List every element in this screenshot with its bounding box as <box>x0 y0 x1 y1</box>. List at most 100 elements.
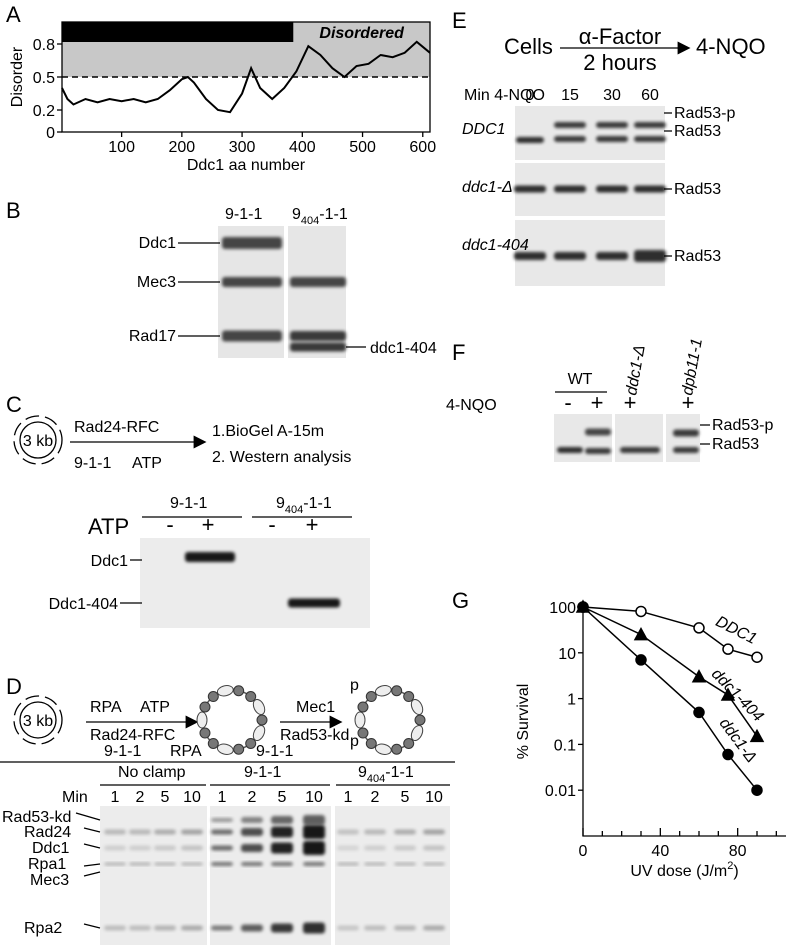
label-part: 9 <box>276 495 285 512</box>
clamp <box>354 711 366 729</box>
blot <box>554 414 700 462</box>
minute: 10 <box>183 789 201 806</box>
label-part: -1-1 <box>303 495 332 512</box>
row-label: ddc1-404 <box>462 237 529 254</box>
band-label: Rad53 <box>674 248 721 265</box>
band-label: Ddc1 <box>91 553 128 570</box>
step: 1.BioGel A-15m <box>212 423 324 440</box>
reagent: 9-1-1 <box>104 743 141 760</box>
band-label: Mec3 <box>137 274 176 291</box>
sign: - <box>166 512 173 537</box>
group-label: 9-1-1 <box>170 495 207 512</box>
plasmid-strand <box>13 415 63 465</box>
rpa <box>357 701 369 713</box>
label-part: UV dose (J/m <box>630 863 727 880</box>
band <box>154 845 176 851</box>
label-part: 2 <box>727 860 733 872</box>
rpa <box>256 714 268 726</box>
band <box>673 447 699 453</box>
band <box>554 252 586 260</box>
sign: + <box>624 390 637 415</box>
band <box>222 330 282 342</box>
label-part: 9 <box>292 206 301 223</box>
x-tick-label: 500 <box>349 139 376 156</box>
band-label: Rad53 <box>674 123 721 140</box>
minute: 2 <box>136 789 145 806</box>
blot <box>140 538 370 628</box>
clamp <box>410 724 424 742</box>
label-part: -1-1 <box>385 764 414 781</box>
rpa <box>199 701 211 713</box>
band <box>423 829 445 835</box>
clamp <box>410 698 424 716</box>
plasmid <box>19 701 57 739</box>
band <box>271 862 293 866</box>
band <box>222 277 282 287</box>
reagent: ATP <box>132 455 162 472</box>
label-ticks <box>178 242 366 348</box>
band <box>271 923 293 933</box>
y-tick-label: 0.1 <box>554 737 576 754</box>
reagent: RPA <box>90 699 122 716</box>
band <box>337 862 359 866</box>
rpa <box>245 737 257 749</box>
band <box>516 137 544 143</box>
domain-label: Disordered <box>319 25 405 42</box>
clamp <box>196 711 208 729</box>
y-tick-label: 0.5 <box>33 70 55 87</box>
band <box>303 841 325 855</box>
band <box>211 845 233 851</box>
band <box>303 922 325 934</box>
clamp-ring <box>354 685 426 755</box>
lane-label: 9-1-1 <box>225 206 262 223</box>
minute: 5 <box>401 789 410 806</box>
band-label: Rad53-p <box>674 105 735 122</box>
scheme: Cells <box>504 34 553 59</box>
minute: 30 <box>603 87 621 104</box>
minute: 0 <box>526 87 535 104</box>
rpa <box>199 727 211 739</box>
plasmid-strand <box>13 695 63 745</box>
rpa <box>245 691 257 703</box>
marker <box>635 654 647 666</box>
band <box>181 925 203 931</box>
band <box>154 829 176 835</box>
marker <box>751 651 763 663</box>
band <box>288 598 340 608</box>
clamp-ring <box>196 685 268 755</box>
minute: 5 <box>278 789 287 806</box>
y-axis-label: % Survival <box>515 684 532 760</box>
rpa <box>233 685 245 697</box>
minute: 15 <box>561 87 579 104</box>
rpa <box>207 691 219 703</box>
row-label: ddc1-Δ <box>462 179 513 196</box>
band <box>211 829 233 835</box>
marker <box>693 622 705 634</box>
ring-label: 9-1-1 <box>256 743 293 760</box>
label-ticks <box>664 112 672 257</box>
band <box>303 815 325 825</box>
y-tick-label: 0 <box>46 125 55 142</box>
rpa <box>207 737 219 749</box>
marker <box>720 687 736 701</box>
panel-letter: A <box>6 2 21 27</box>
series-line <box>61 40 431 114</box>
sign: - <box>564 390 571 415</box>
band-label: Rad17 <box>129 328 176 345</box>
band <box>585 428 611 436</box>
marker <box>722 643 734 655</box>
strain: WT <box>568 371 593 388</box>
panel-letter: C <box>6 392 22 417</box>
row-label: DDC1 <box>462 121 506 138</box>
band <box>129 829 151 835</box>
band <box>673 429 699 437</box>
clamp <box>374 743 392 755</box>
band-label: Ddc1-404 <box>49 596 118 613</box>
label-tick <box>75 812 101 821</box>
band <box>303 862 325 866</box>
band <box>634 122 666 128</box>
band <box>181 862 203 866</box>
band <box>596 185 628 193</box>
band-label: Mec3 <box>30 872 69 889</box>
rpa <box>403 737 415 749</box>
